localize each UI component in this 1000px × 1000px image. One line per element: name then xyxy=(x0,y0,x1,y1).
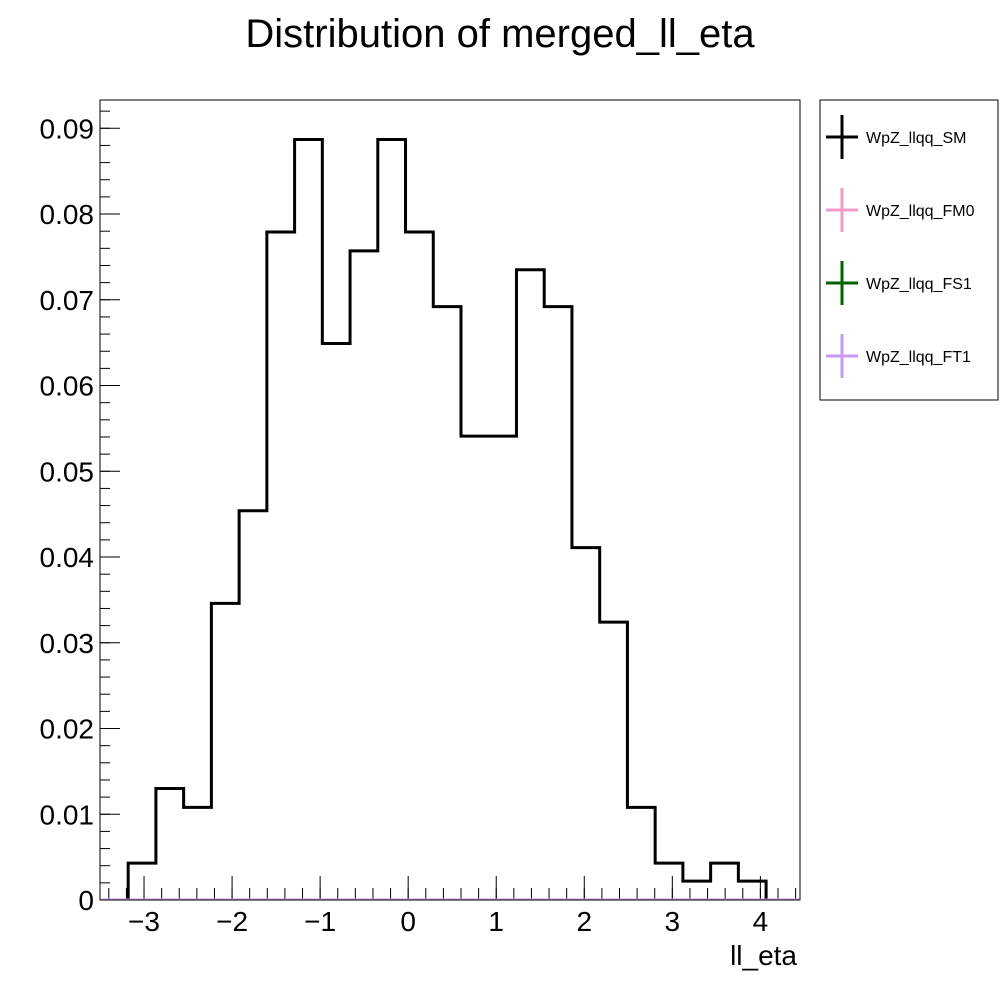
x-tick-label: 3 xyxy=(665,906,681,937)
y-tick-label: 0.01 xyxy=(40,799,95,830)
y-tick-label: 0.09 xyxy=(40,113,95,144)
legend-entry-WpZ_llqq_FS1: WpZ_llqq_FS1 xyxy=(826,261,972,305)
y-tick-label: 0.08 xyxy=(40,199,95,230)
x-tick-label: 1 xyxy=(488,906,504,937)
y-tick-label: 0.06 xyxy=(40,371,95,402)
x-axis: −3 −2 −1 0 1 2 3 4 xyxy=(108,876,797,937)
y-tick-label: 0.07 xyxy=(40,285,95,316)
x-tick-label: −2 xyxy=(216,906,248,937)
y-tick-label: 0.05 xyxy=(40,456,95,487)
legend: WpZ_llqq_SM WpZ_llqq_FM0 WpZ_llqq_FS1 WpZ_l… xyxy=(819,99,999,401)
x-tick-label: −1 xyxy=(304,906,336,937)
x-tick-label: −3 xyxy=(128,906,160,937)
legend-entry-WpZ_llqq_FM0: WpZ_llqq_FM0 xyxy=(826,188,975,232)
legend-label: WpZ_llqq_FS1 xyxy=(866,276,972,293)
x-axis-label: ll_eta xyxy=(730,940,797,971)
legend-entry-WpZ_llqq_SM: WpZ_llqq_SM xyxy=(826,115,966,159)
x-tick-label: 0 xyxy=(400,906,416,937)
y-axis: 0 0.01 0.02 0.03 0.04 0.05 0.06 0.07 0.08 0.09 xyxy=(40,110,120,916)
x-tick-label: 2 xyxy=(576,906,592,937)
series-line-WpZ_llqq_SM xyxy=(126,137,768,900)
x-tick-label: 4 xyxy=(753,906,769,937)
y-tick-label: 0.04 xyxy=(40,542,95,573)
legend-box xyxy=(819,99,999,401)
y-tick-label: 0 xyxy=(78,885,94,916)
y-tick-label: 0.03 xyxy=(40,628,95,659)
series-group xyxy=(101,137,799,900)
legend-label: WpZ_llqq_FM0 xyxy=(866,203,975,220)
legend-entry-WpZ_llqq_FT1: WpZ_llqq_FT1 xyxy=(826,334,971,378)
legend-label: WpZ_llqq_FT1 xyxy=(866,349,971,366)
y-tick-label: 0.02 xyxy=(40,714,95,745)
plot-frame xyxy=(99,99,801,901)
legend-label: WpZ_llqq_SM xyxy=(866,130,966,147)
chart-title: Distribution of merged_ll_eta xyxy=(245,12,755,56)
